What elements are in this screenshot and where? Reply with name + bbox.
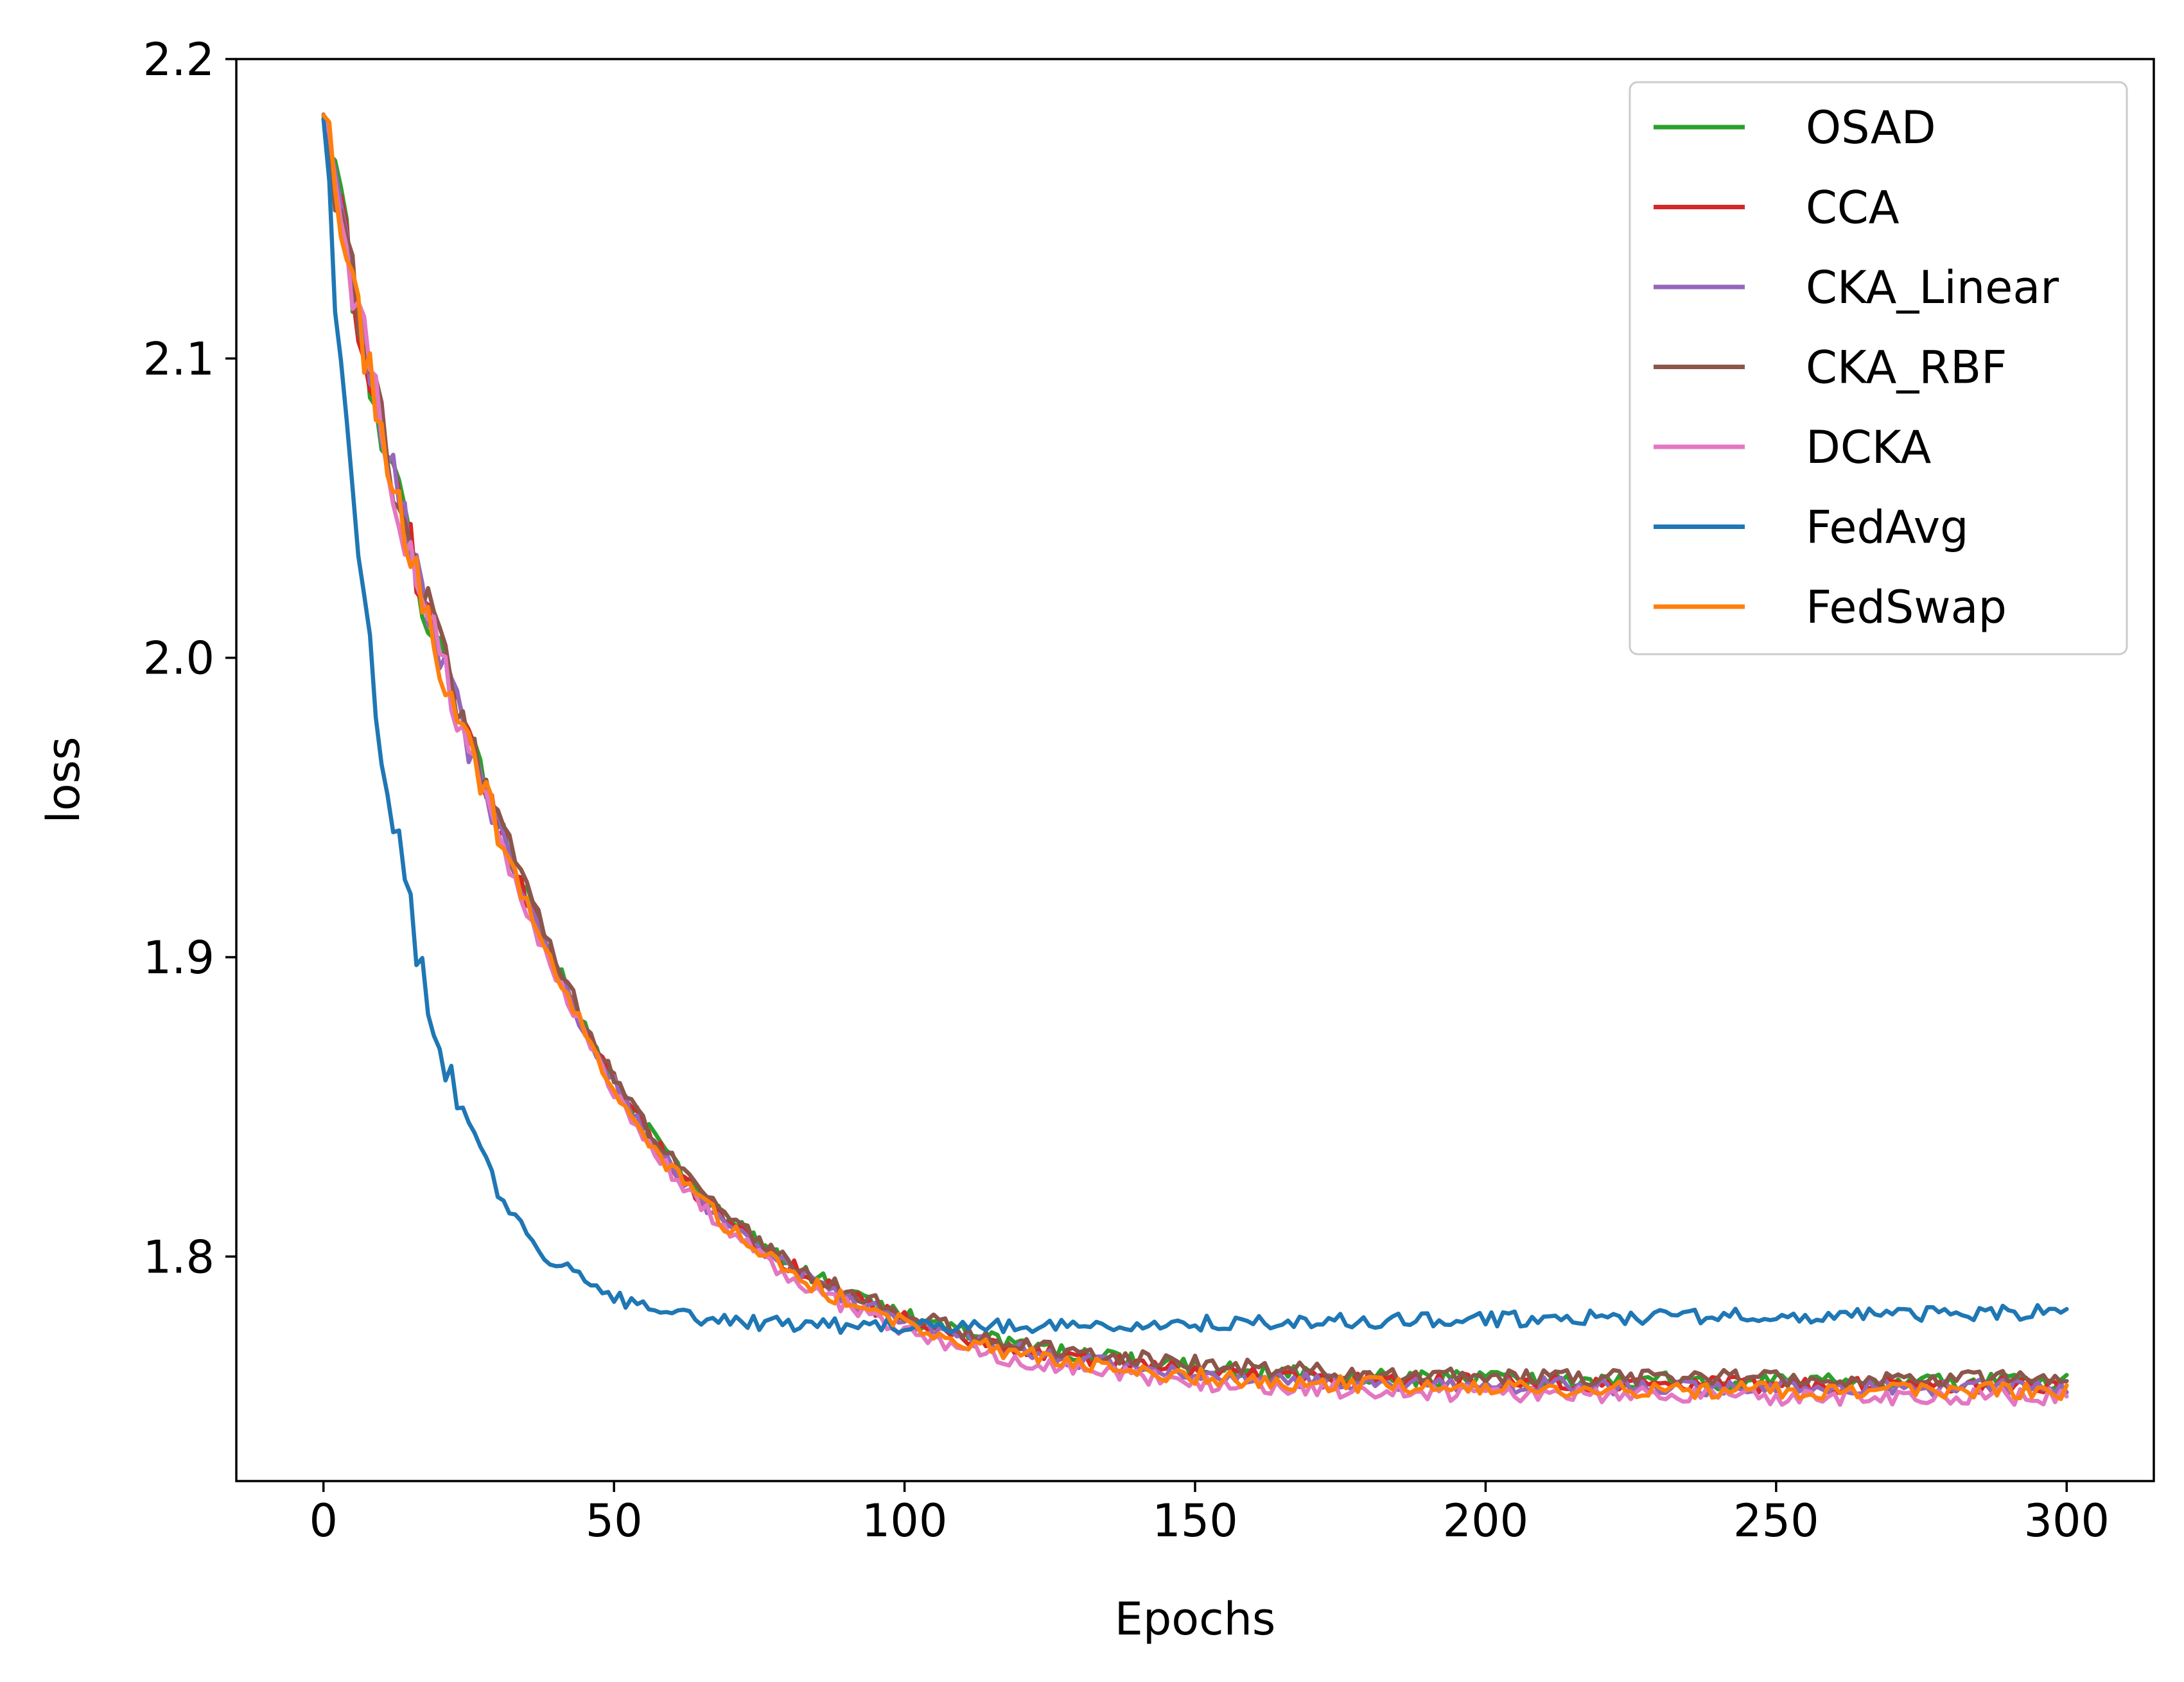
series-line-cka-rbf (321, 112, 2069, 1389)
y-tick-label: 2.2 (143, 33, 214, 86)
legend-label: DCKA (1806, 421, 1931, 474)
y-tick-label: 1.8 (143, 1231, 214, 1283)
legend: OSAD CCA CKA_Linear CKA_RBF DCKA FedAvg FedSwa… (1629, 81, 2128, 655)
series-line-fedswap (321, 113, 2069, 1401)
series-layer (321, 112, 2069, 1407)
legend-label: CKA_Linear (1806, 261, 2059, 314)
legend-label: FedSwap (1806, 581, 2007, 634)
legend-label: CKA_RBF (1806, 342, 2007, 394)
y-axis-ticks: 1.8 1.9 2.0 2.1 2.2 (143, 33, 236, 1283)
y-tick-label: 1.9 (143, 932, 214, 984)
legend-label: OSAD (1806, 101, 1936, 154)
legend-label: FedAvg (1806, 501, 1969, 554)
y-axis-label: loss (37, 736, 90, 823)
legend-label: CCA (1806, 182, 1900, 234)
y-tick-label: 2.0 (143, 632, 214, 685)
y-tick-label: 2.1 (143, 333, 214, 385)
x-tick-label: 0 (309, 1495, 338, 1547)
x-tick-label: 150 (1152, 1495, 1238, 1547)
x-tick-label: 300 (2023, 1495, 2110, 1547)
x-tick-label: 200 (1443, 1495, 1529, 1547)
x-tick-label: 100 (862, 1495, 948, 1547)
series-line-fedavg (321, 117, 2069, 1335)
x-axis-label: Epochs (1115, 1593, 1276, 1645)
x-tick-label: 50 (586, 1495, 643, 1547)
x-tick-label: 250 (1733, 1495, 1819, 1547)
legend-entries: OSAD CCA CKA_Linear CKA_RBF DCKA FedAvg FedSwa… (1654, 101, 2059, 634)
legend-frame (1629, 81, 2128, 655)
x-axis-ticks: 0 50 100 150 200 250 300 (309, 1481, 2110, 1547)
